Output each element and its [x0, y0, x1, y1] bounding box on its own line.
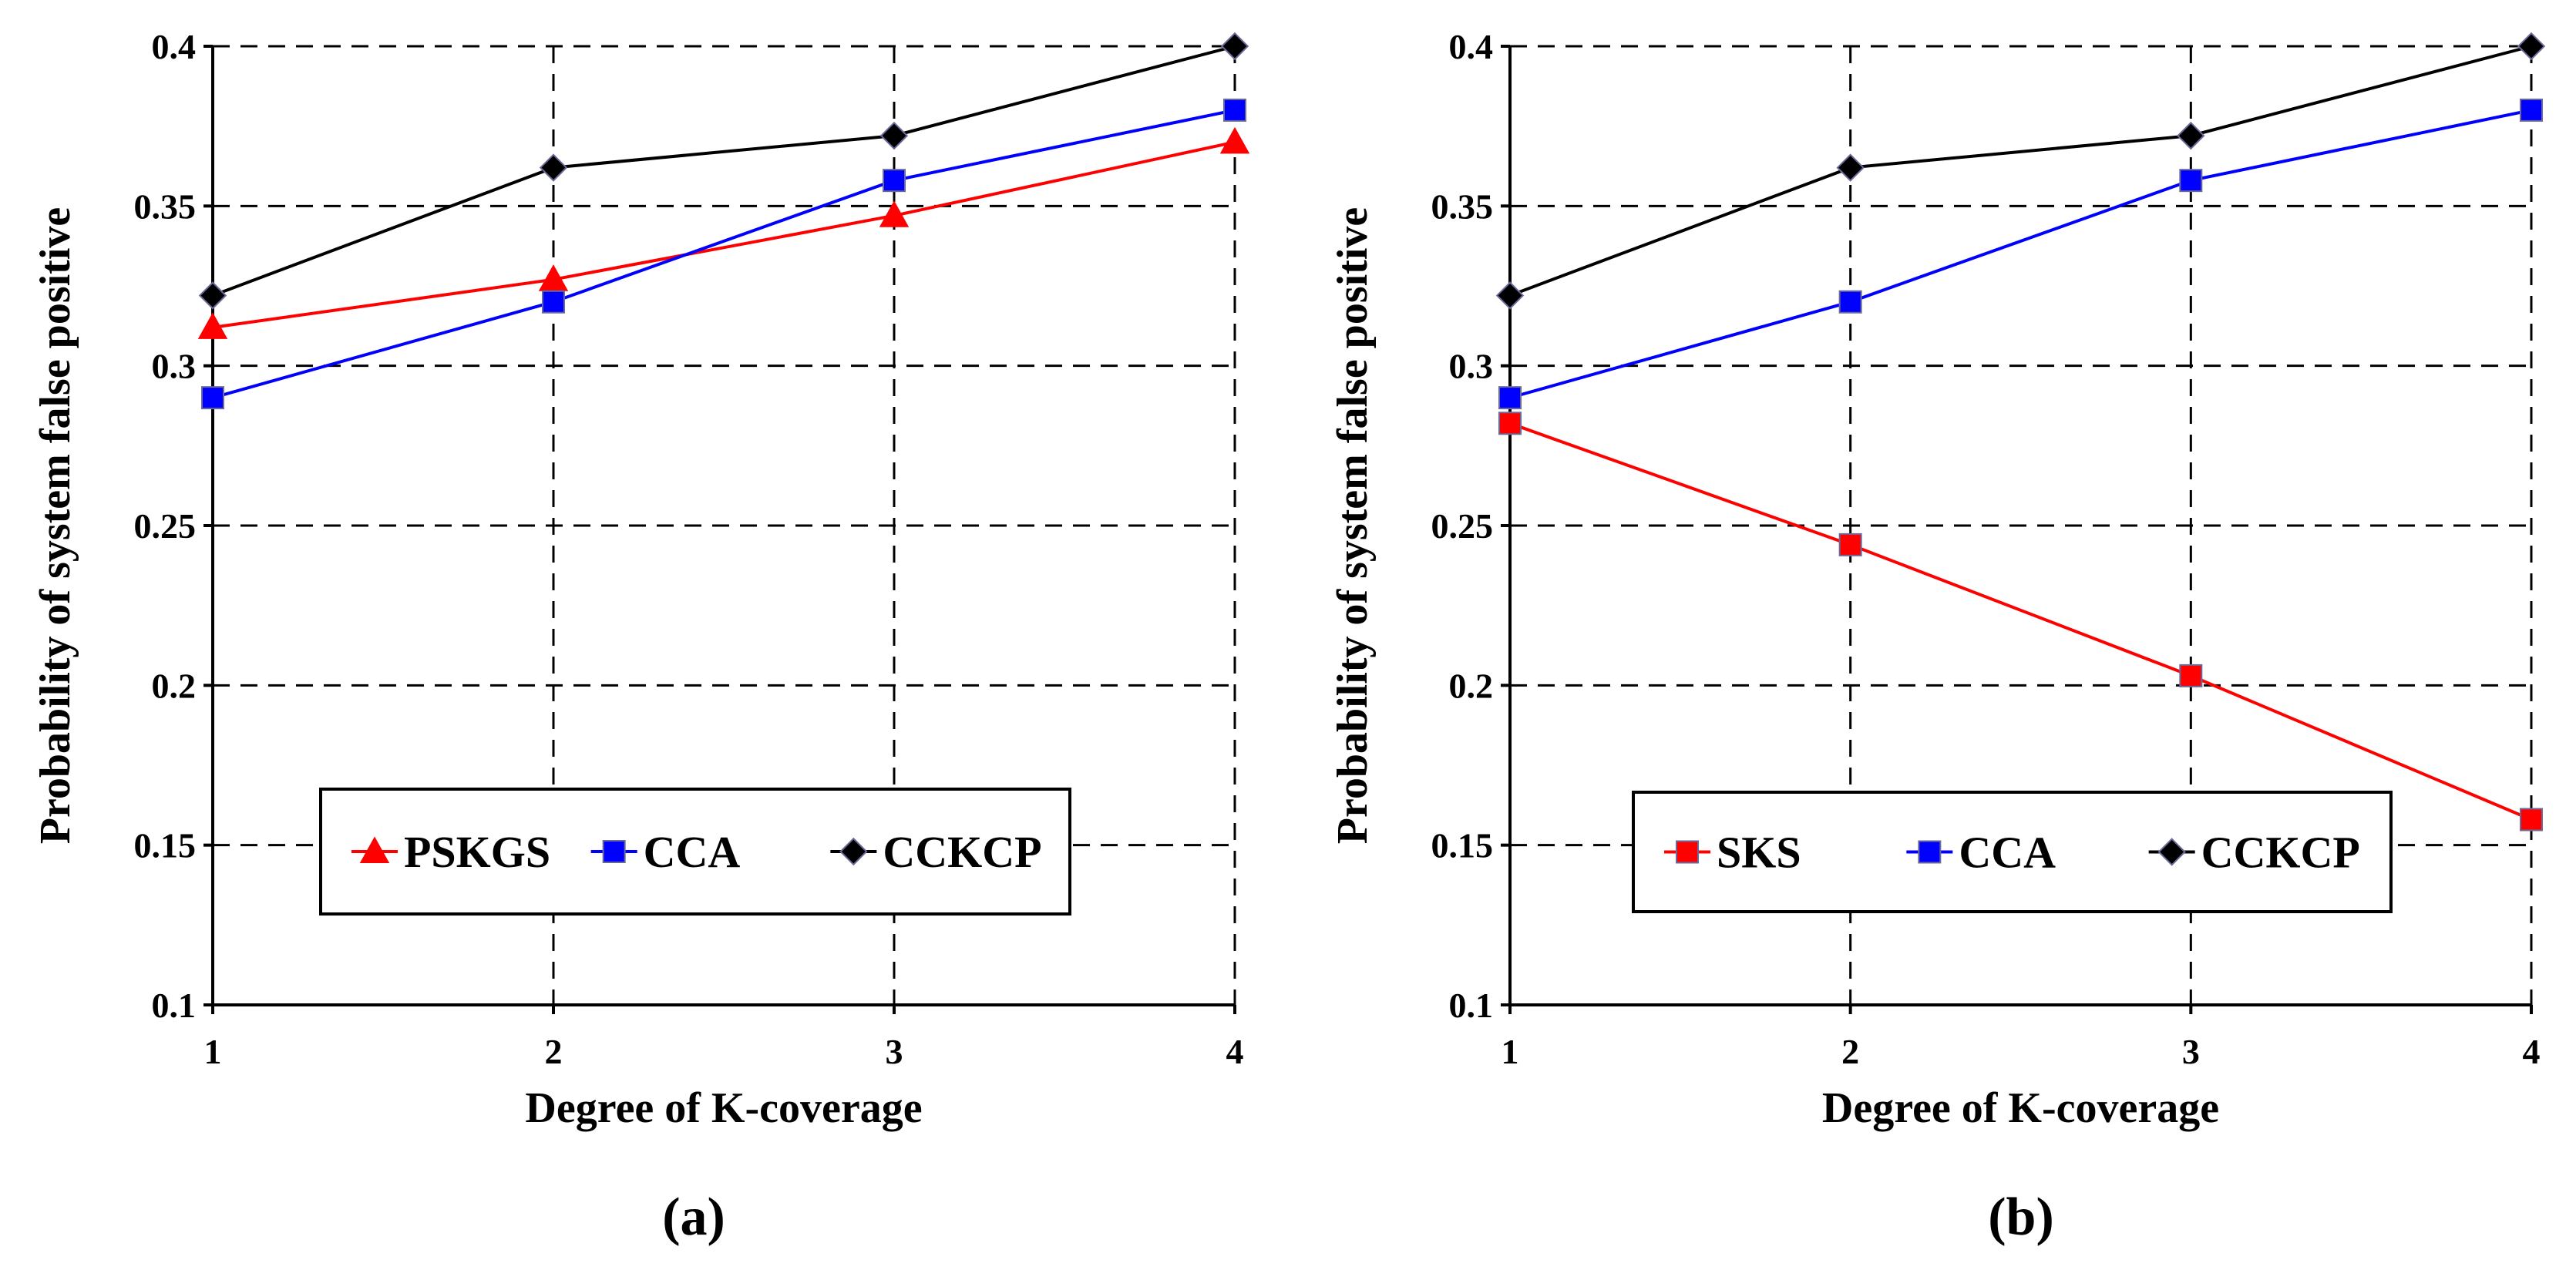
x-axis-label: Degree of K-coverage	[1822, 1084, 2219, 1132]
x-tick-label: 1	[204, 1032, 222, 1071]
y-tick-label: 0.3	[152, 347, 197, 386]
series-line-cca	[1509, 108, 2532, 400]
data-point-cckcp	[1220, 32, 1249, 61]
data-point-cca	[1223, 98, 1246, 122]
legend-box	[319, 788, 1071, 916]
data-point-cca	[1838, 290, 1862, 314]
x-tick-label: 4	[2523, 1032, 2541, 1071]
x-tick-label: 1	[1502, 1032, 1519, 1071]
x-tick-label: 2	[545, 1032, 563, 1071]
legend-marker	[359, 836, 390, 863]
data-point-sks	[1498, 412, 1522, 435]
data-point-pskgs	[197, 312, 228, 339]
legend-item-cckcp: CCKCP	[2148, 828, 2360, 878]
data-point-cckcp	[2517, 32, 2546, 61]
y-tick-label: 0.15	[134, 826, 197, 865]
data-point-cca	[2520, 98, 2543, 122]
legend-label: SKS	[1717, 828, 1801, 878]
data-point-cckcp	[539, 153, 568, 182]
x-tick-label: 4	[1226, 1032, 1244, 1071]
legend-marker	[1918, 840, 1942, 864]
chart-b: 0.1 0.15 0.2 0.25 0.3 0.35 0.4 1 2 3 4 Degree of K-…	[1329, 27, 2546, 1247]
chart-a: 0.1 0.15 0.2 0.25 0.3 0.35 0.4 1 2 3 4 Degree of K-…	[32, 27, 1250, 1247]
data-point-cca	[1498, 386, 1522, 410]
series-line-sks	[1509, 422, 2532, 821]
data-point-sks	[1838, 533, 1862, 556]
legend-marker	[839, 837, 868, 866]
legend-item-cca: CCA	[590, 827, 741, 877]
x-tick-label: 3	[886, 1032, 903, 1071]
data-point-pskgs	[538, 264, 569, 291]
y-axis-label: Probability of system false positive	[32, 207, 79, 844]
y-axis-label: Probability of system false positive	[1329, 207, 1377, 844]
legend-marker	[2157, 838, 2186, 866]
chart-caption: (a)	[662, 1188, 725, 1247]
x-tick-label: 2	[1841, 1032, 1859, 1071]
legend-item-pskgs: PSKGS	[351, 827, 550, 877]
data-point-cca	[2179, 169, 2203, 193]
data-point-pskgs	[879, 200, 910, 227]
y-tick-label: 0.25	[1431, 506, 1494, 546]
data-point-pskgs	[1219, 126, 1250, 154]
data-point-cca	[883, 169, 906, 193]
y-tick-label: 0.35	[134, 186, 197, 226]
x-tick-label: 3	[2182, 1032, 2200, 1071]
data-point-cckcp	[1836, 153, 1865, 182]
data-point-cca	[201, 386, 224, 410]
legend-marker	[1676, 840, 1699, 864]
legend-item-cckcp: CCKCP	[830, 827, 1042, 877]
data-point-cckcp	[198, 281, 227, 310]
legend-label: CCKCP	[2201, 828, 2360, 878]
y-tick-label: 0.1	[152, 986, 197, 1025]
data-point-sks	[2179, 664, 2203, 687]
data-point-sks	[2520, 808, 2543, 832]
series-line-cca	[212, 108, 1236, 400]
legend-label: CCA	[644, 827, 741, 877]
legend-item-sks: SKS	[1664, 828, 1801, 878]
y-tick-label: 0.35	[1431, 186, 1494, 226]
legend-label: PSKGS	[404, 827, 550, 877]
data-point-cckcp	[2177, 121, 2205, 150]
y-tick-label: 0.25	[134, 506, 197, 546]
data-point-cca	[542, 290, 565, 314]
y-tick-label: 0.15	[1431, 826, 1494, 865]
x-axis-label: Degree of K-coverage	[525, 1084, 922, 1132]
series-line-pskgs	[212, 140, 1236, 329]
legend-item-cca: CCA	[1906, 828, 2056, 878]
legend-marker	[602, 840, 626, 863]
series-line-cckcp	[1509, 45, 2532, 297]
legend-label: CCA	[1959, 828, 2056, 878]
y-tick-label: 0.1	[1449, 986, 1494, 1025]
legend-label: CCKCP	[883, 827, 1041, 877]
data-point-cckcp	[1495, 281, 1525, 310]
y-tick-label: 0.4	[1449, 27, 1494, 66]
legend-box	[1632, 791, 2393, 913]
y-tick-label: 0.2	[1449, 666, 1494, 705]
y-tick-label: 0.4	[152, 27, 197, 66]
series-line-cckcp	[212, 45, 1236, 297]
legend: SKS CCA CCKCP	[1632, 791, 2393, 913]
y-tick-label: 0.3	[1449, 347, 1494, 386]
data-point-cckcp	[879, 121, 909, 150]
legend: PSKGS CCA CCKCP	[319, 788, 1071, 916]
y-tick-label: 0.2	[152, 666, 197, 705]
chart-caption: (b)	[1988, 1188, 2054, 1247]
